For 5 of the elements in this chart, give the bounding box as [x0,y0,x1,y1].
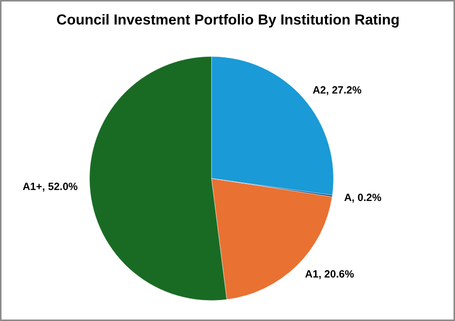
slice-label: A2, 27.2% [312,84,362,97]
slice-label: A, 0.2% [344,192,382,204]
chart-title: Council Investment Portfolio By Institution Rating [56,12,400,28]
slice-label: A1+, 52.0% [22,180,78,193]
slice-label: A1, 20.6% [305,268,355,280]
